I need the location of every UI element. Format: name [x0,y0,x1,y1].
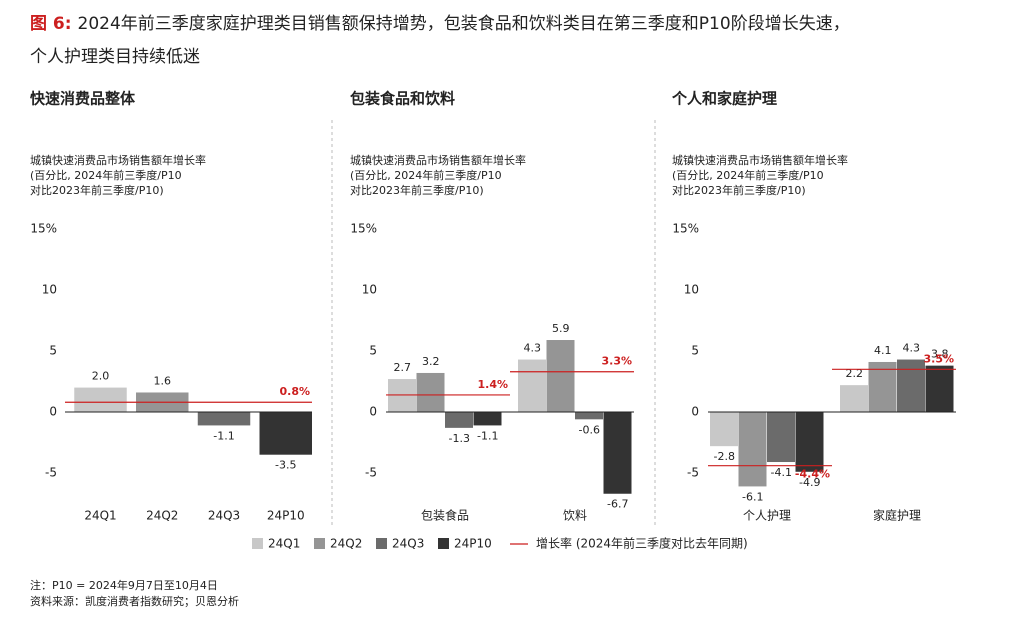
value-label: 1.6 [154,374,172,387]
legend-label: 增长率 (2024年前三季度对比去年同期) [536,536,748,551]
x-tick-label: 24P10 [267,509,305,523]
legend-label: 24Q2 [330,537,362,551]
x-tick-label: 个人护理 [743,509,791,523]
y-tick-label: 15% [350,222,377,236]
x-tick-label: 家庭护理 [873,508,921,523]
bar [197,412,251,426]
bar [738,412,767,487]
value-label: 2.0 [92,370,110,383]
value-label: -6.7 [607,498,628,511]
growth-label: 1.4% [477,378,508,391]
legend-swatch [252,538,263,549]
panel-title: 快速消费品整体 [30,90,136,108]
bar [840,385,868,412]
y-tick-label: 0 [49,405,57,419]
note: 注：P10 = 2024年9月7日至10月4日 [30,578,218,592]
x-tick-label: 24Q3 [208,509,240,523]
legend-label: 24Q3 [392,537,424,551]
y-tick-label: -5 [687,466,699,480]
y-tick-label: 5 [49,344,57,358]
y-axis-label: 城镇快速消费品市场销售额年增长率 [30,153,206,167]
value-label: -1.1 [213,429,234,442]
x-tick-label: 24Q2 [146,509,178,523]
y-tick-label: 0 [369,405,377,419]
value-label: 4.1 [874,344,892,357]
value-label: 4.3 [524,342,542,355]
value-label: 4.3 [903,342,921,355]
value-label: 5.9 [552,322,570,335]
growth-label: 0.8% [279,385,310,398]
y-tick-label: -5 [365,466,377,480]
x-tick-label: 24Q1 [84,509,116,523]
y-tick-label: 15% [30,222,57,236]
y-axis-label: 对比2023年前三季度/P10) [672,183,806,197]
y-tick-label: 5 [369,344,377,358]
bar [546,340,575,412]
y-tick-label: -5 [45,466,57,480]
bar [767,412,795,463]
legend-label: 24P10 [454,537,492,551]
legend-label: 24Q1 [268,537,300,551]
bar [603,412,632,494]
y-axis-label: 对比2023年前三季度/P10) [30,183,164,197]
bar [868,361,897,412]
y-tick-label: 15% [672,222,699,236]
panel-title: 包装食品和饮料 [350,90,455,108]
title-line: 个人护理类目持续低迷 [30,47,200,67]
y-tick-label: 0 [691,405,699,419]
value-label: -2.8 [714,450,735,463]
y-axis-label: (百分比, 2024年前三季度/P10 [672,168,824,182]
x-tick-label: 饮料 [563,509,587,523]
legend-swatch [376,538,387,549]
y-tick-label: 10 [684,283,699,297]
value-label: 3.8 [931,348,949,361]
value-label: -4.1 [771,466,792,479]
bar [445,412,473,428]
bar [416,372,445,412]
value-label: -4.9 [799,476,820,489]
y-axis-label: 对比2023年前三季度/P10) [350,183,484,197]
bar [518,359,546,412]
y-tick-label: 5 [691,344,699,358]
value-label: -0.6 [579,423,600,436]
title-line: 2024年前三季度家庭护理类目销售额保持增势，包装食品和饮料类目在第三季度和P1… [78,14,850,34]
x-tick-label: 包装食品 [421,508,469,523]
bar [74,387,127,412]
value-label: 2.7 [394,361,412,374]
growth-label: 3.5% [923,352,954,365]
figure-label: 图 6: [30,14,72,34]
value-label: -6.1 [742,490,763,503]
y-axis-label: 城镇快速消费品市场销售额年增长率 [672,153,848,167]
growth-label: -4.4% [795,468,830,481]
growth-label: 3.3% [601,355,632,368]
bar [259,412,312,455]
bar [388,379,416,412]
value-label: -1.1 [477,429,498,442]
bar [897,359,925,412]
value-label: 3.2 [422,355,440,368]
value-label: -1.3 [449,432,470,445]
note: 资料来源：凯度消费者指数研究；贝恩分析 [30,594,239,608]
y-axis-label: (百分比, 2024年前三季度/P10 [350,168,502,182]
y-tick-label: 10 [42,283,57,297]
title: 图 6: 2024年前三季度家庭护理类目销售额保持增势，包装食品和饮料类目在第三季… [30,14,850,34]
legend-swatch [438,538,449,549]
legend-swatch [314,538,325,549]
bar [575,412,603,420]
bar [473,412,502,426]
value-label: -3.5 [275,459,296,472]
bar [710,412,738,447]
bar [925,365,954,412]
y-axis-label: 城镇快速消费品市场销售额年增长率 [350,153,526,167]
y-axis-label: (百分比, 2024年前三季度/P10 [30,168,182,182]
bar [795,412,824,472]
panel-title: 个人和家庭护理 [671,90,777,108]
value-label: 2.2 [846,367,864,380]
y-tick-label: 10 [362,283,377,297]
